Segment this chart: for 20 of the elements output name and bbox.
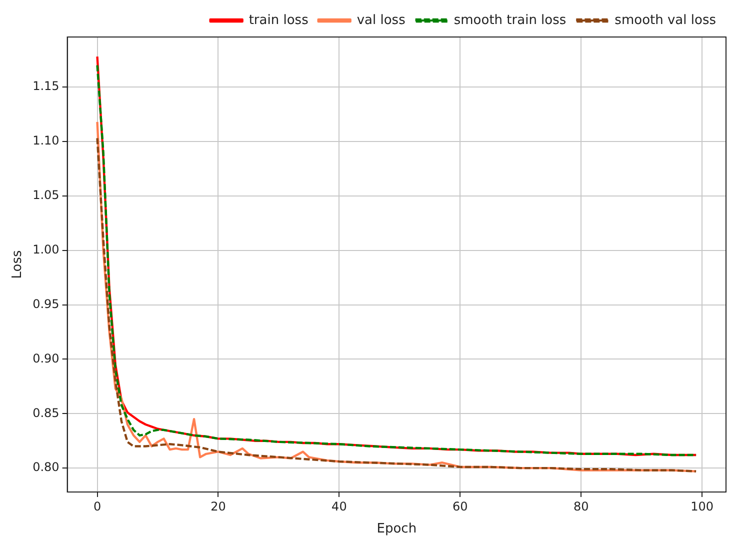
y-tick-label: 1.15 bbox=[32, 79, 60, 94]
y-tick-label: 1.00 bbox=[32, 242, 60, 256]
legend-label: train loss bbox=[248, 12, 309, 28]
y-tick-label: 0.95 bbox=[32, 296, 60, 311]
y-tick-label: 0.85 bbox=[32, 406, 60, 420]
x-tick-label: 100 bbox=[690, 499, 714, 514]
legend-label: smooth train loss bbox=[454, 12, 566, 28]
x-tick-label: 40 bbox=[332, 499, 347, 514]
y-tick-label: 1.05 bbox=[32, 188, 60, 202]
x-tick-label: 60 bbox=[452, 499, 468, 514]
x-tick-label: 20 bbox=[210, 499, 226, 514]
x-tick-label: 80 bbox=[574, 499, 589, 514]
y-tick-label: 0.80 bbox=[32, 460, 60, 474]
legend-label: smooth val loss bbox=[614, 12, 716, 28]
y-tick-label: 0.90 bbox=[32, 351, 60, 366]
legend-label: val loss bbox=[356, 12, 406, 28]
y-tick-label: 1.10 bbox=[32, 134, 60, 148]
x-axis-title: Epoch bbox=[376, 522, 417, 537]
x-tick-label: 0 bbox=[93, 499, 102, 514]
y-axis-title: Loss bbox=[10, 250, 26, 279]
